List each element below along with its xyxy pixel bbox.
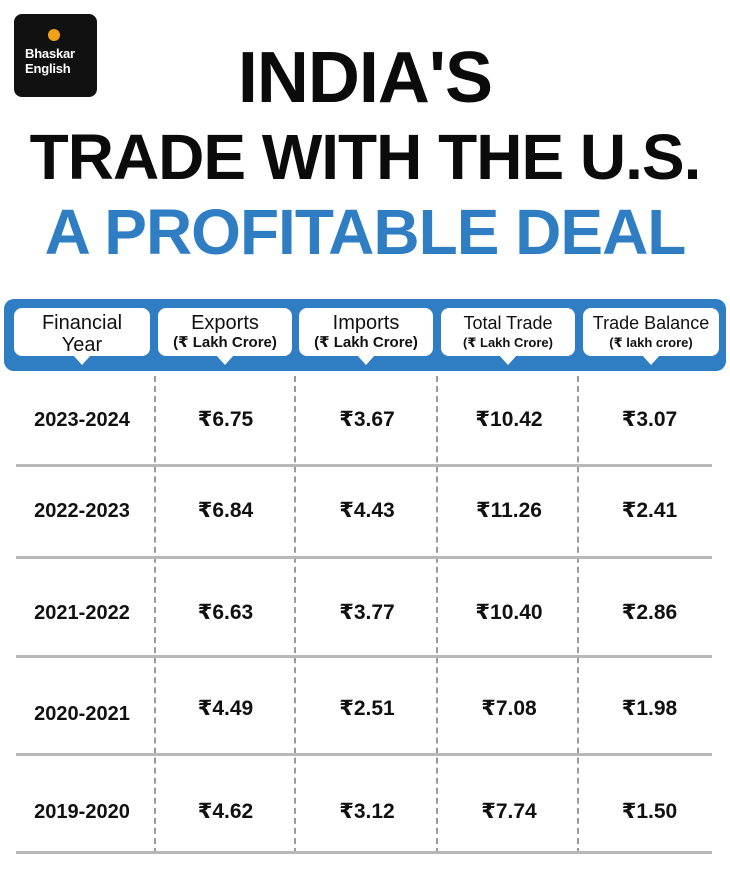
cell-trade-balance: ₹1.98 xyxy=(621,697,678,720)
header-total-trade: Total Trade (₹ Lakh Crore) xyxy=(441,308,575,365)
cell-imports: ₹3.77 xyxy=(339,601,395,624)
title-line-3: A PROFITABLE DEAL xyxy=(44,196,687,268)
column-divider xyxy=(154,376,156,854)
cell-trade-balance: ₹3.07 xyxy=(621,408,678,431)
header-label: Trade Balance xyxy=(592,313,710,333)
cell-exports: ₹6.84 xyxy=(197,499,254,522)
header-exports: Exports (₹ Lakh Crore) xyxy=(158,308,292,365)
brand-name-line2: English xyxy=(25,61,71,76)
header-unit: (₹ Lakh Crore) xyxy=(314,334,418,351)
cell-exports: ₹4.62 xyxy=(197,800,254,823)
row-divider xyxy=(16,753,712,756)
header-label: Imports xyxy=(332,312,400,334)
header-financial-year: Financial Year xyxy=(14,308,150,365)
cell-total-trade: ₹10.40 xyxy=(475,601,543,624)
cell-exports: ₹4.49 xyxy=(197,697,254,720)
brand-name-line1: Bhaskar xyxy=(25,46,75,61)
cell-exports: ₹6.63 xyxy=(197,601,254,624)
table-row: 2023-2024 ₹6.75 ₹3.67 ₹10.42 ₹3.07 xyxy=(0,405,730,435)
cell-imports: ₹3.67 xyxy=(339,408,395,431)
table-row: 2022-2023 ₹6.84 ₹4.43 ₹11.26 ₹2.41 xyxy=(0,496,730,526)
header-label: Total Trade xyxy=(463,313,553,333)
cell-financial-year: 2023-2024 xyxy=(34,409,130,431)
row-divider xyxy=(16,655,712,658)
header-label: Year xyxy=(61,334,103,356)
cell-imports: ₹4.43 xyxy=(339,499,395,522)
column-divider xyxy=(294,376,296,854)
cell-exports: ₹6.75 xyxy=(197,408,254,431)
cell-trade-balance: ₹2.86 xyxy=(621,601,678,624)
row-divider xyxy=(16,464,712,467)
row-divider xyxy=(16,556,712,559)
header-unit: (₹ lakh crore) xyxy=(609,335,693,350)
table-row: 2021-2022 ₹6.63 ₹3.77 ₹10.40 ₹2.86 xyxy=(0,598,730,628)
row-divider xyxy=(16,851,712,854)
title-line-2: TRADE WITH THE U.S. xyxy=(29,121,702,193)
cell-financial-year: 2021-2022 xyxy=(34,602,130,624)
cell-financial-year: 2022-2023 xyxy=(34,500,130,522)
cell-imports: ₹3.12 xyxy=(339,800,395,823)
brand-logo: Bhaskar English xyxy=(14,14,97,97)
cell-trade-balance: ₹1.50 xyxy=(621,800,678,823)
column-divider xyxy=(436,376,438,854)
header-unit: (₹ Lakh Crore) xyxy=(463,335,553,350)
header-trade-balance: Trade Balance (₹ lakh crore) xyxy=(583,308,719,365)
title-line-1: INDIA'S xyxy=(237,38,493,118)
cell-total-trade: ₹10.42 xyxy=(475,408,543,431)
cell-trade-balance: ₹2.41 xyxy=(621,499,678,522)
cell-financial-year: 2020-2021 xyxy=(34,703,130,725)
table-row: 2019-2020 ₹4.62 ₹3.12 ₹7.74 ₹1.50 xyxy=(0,797,730,827)
sun-icon xyxy=(48,29,60,41)
cell-imports: ₹2.51 xyxy=(339,697,395,720)
header-unit: (₹ Lakh Crore) xyxy=(173,334,277,351)
header-label: Financial xyxy=(41,312,123,334)
column-divider xyxy=(577,376,579,854)
cell-total-trade: ₹7.74 xyxy=(481,800,537,823)
header-label: Exports xyxy=(191,312,259,334)
cell-financial-year: 2019-2020 xyxy=(34,801,130,823)
cell-total-trade: ₹7.08 xyxy=(481,697,537,720)
table-row: 2020-2021 ₹4.49 ₹2.51 ₹7.08 ₹1.98 xyxy=(0,694,730,725)
cell-total-trade: ₹11.26 xyxy=(475,499,542,522)
header-imports: Imports (₹ Lakh Crore) xyxy=(299,308,433,365)
